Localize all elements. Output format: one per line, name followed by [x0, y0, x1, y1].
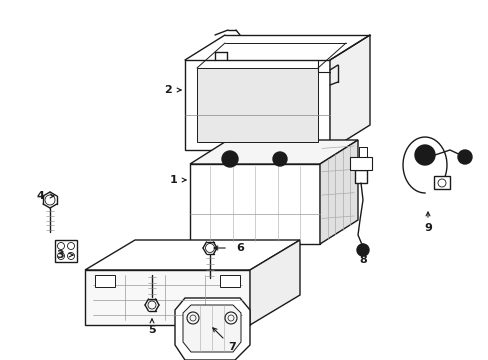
Polygon shape: [349, 157, 371, 170]
Polygon shape: [249, 240, 299, 325]
Text: 7: 7: [228, 342, 235, 352]
Polygon shape: [197, 68, 317, 142]
Circle shape: [272, 152, 286, 166]
Circle shape: [224, 154, 235, 164]
Text: 9: 9: [423, 223, 431, 233]
Text: 8: 8: [358, 255, 366, 265]
Text: 4: 4: [36, 191, 44, 201]
Circle shape: [275, 154, 284, 163]
Text: 5: 5: [148, 325, 156, 335]
Polygon shape: [190, 164, 319, 244]
Text: 6: 6: [236, 243, 244, 253]
Circle shape: [356, 244, 368, 256]
Circle shape: [414, 145, 434, 165]
Circle shape: [419, 150, 429, 160]
Polygon shape: [175, 298, 249, 360]
Text: 2: 2: [164, 85, 171, 95]
Polygon shape: [220, 275, 240, 287]
Circle shape: [222, 151, 238, 167]
Text: 3: 3: [56, 250, 63, 260]
Polygon shape: [85, 240, 299, 270]
Polygon shape: [190, 140, 357, 164]
Text: 1: 1: [170, 175, 178, 185]
Polygon shape: [85, 270, 249, 325]
Polygon shape: [184, 60, 329, 150]
Polygon shape: [55, 240, 77, 262]
Polygon shape: [354, 170, 366, 183]
Polygon shape: [183, 305, 241, 352]
Circle shape: [457, 150, 471, 164]
Polygon shape: [433, 176, 449, 189]
Polygon shape: [329, 35, 369, 150]
Polygon shape: [319, 140, 357, 244]
Polygon shape: [95, 275, 115, 287]
